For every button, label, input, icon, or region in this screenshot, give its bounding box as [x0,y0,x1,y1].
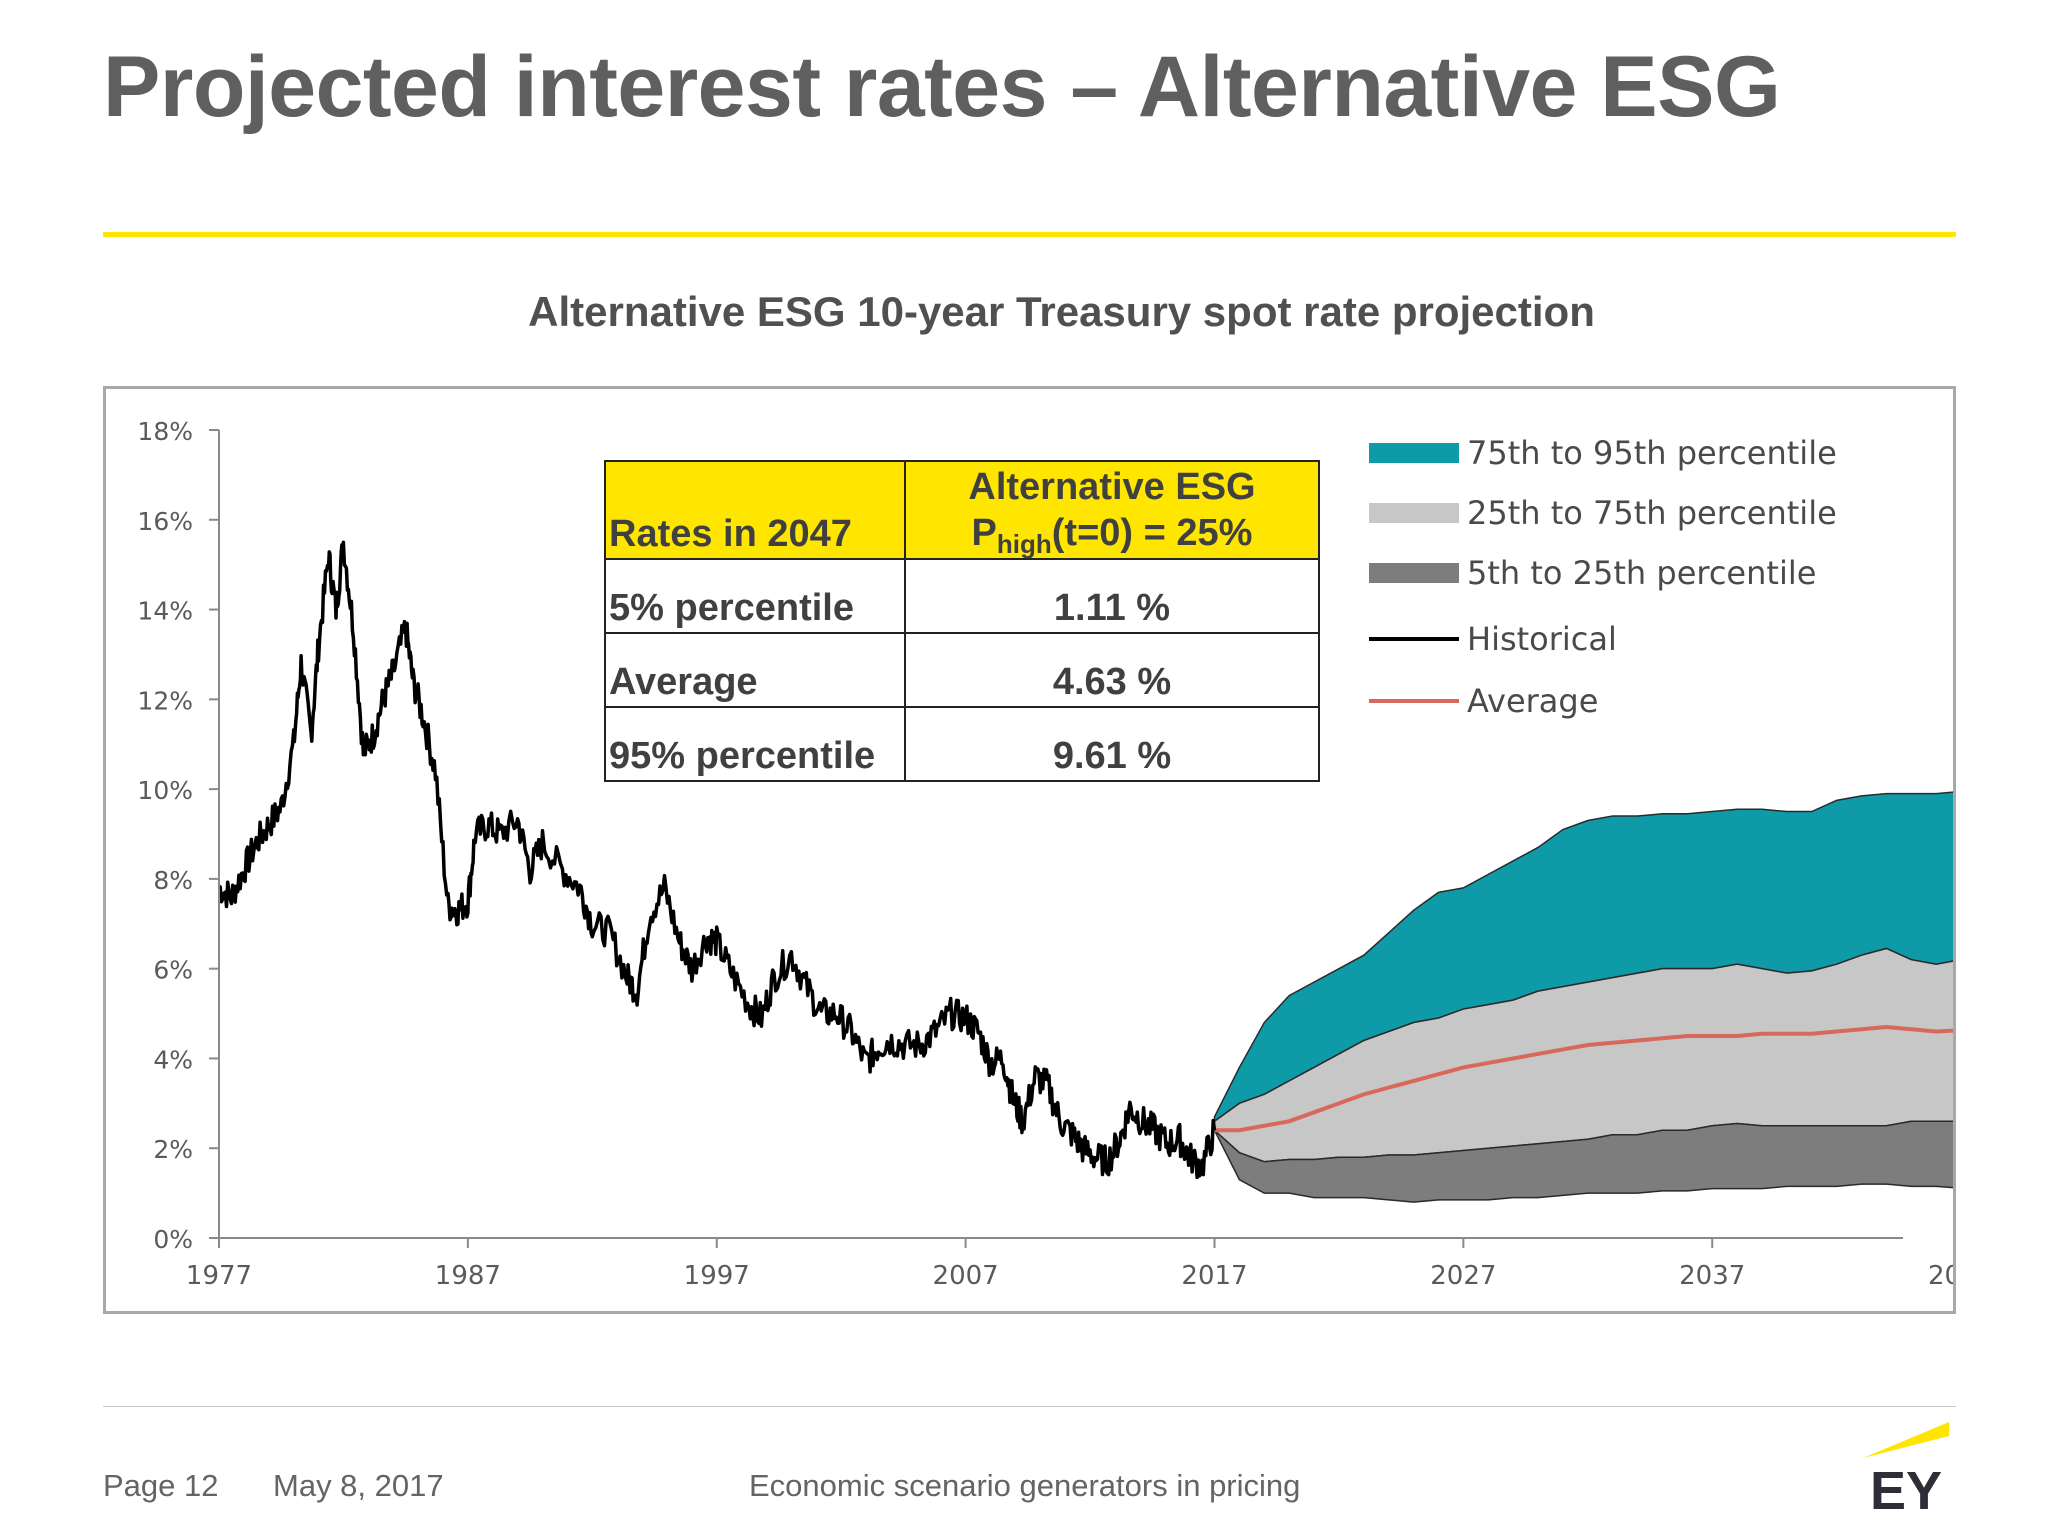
legend-label: 25th to 75th percentile [1467,494,1837,532]
table-row-value: 4.63 % [904,632,1320,708]
rates-2047-table: Rates in 2047 Alternative ESG Phigh(t=0)… [604,460,1320,782]
historical-line [217,540,1217,1180]
legend-swatch [1369,443,1459,463]
table-header-row: Rates in 2047 Alternative ESG Phigh(t=0)… [604,460,1320,560]
chart-frame: 0% 2% 4% 6% 8% 10% 12% 14% 16% 18% 1977 1987 1997 200… [103,386,1956,1314]
footer-date: May 8, 2017 [273,1468,444,1503]
legend-item-5-25: 5th to 25th percentile [1369,553,1889,593]
table-row: Average 4.63 % [604,632,1320,708]
x-tick-label: 1997 [684,1261,750,1291]
x-tick-label: 1987 [435,1261,501,1291]
table-header-subscript: high [996,529,1052,559]
footer-divider [103,1406,1956,1407]
y-tick-label: 6% [153,956,193,985]
y-tick-label: 18% [137,417,193,446]
legend-label: Historical [1467,620,1617,658]
x-tick-label: 2007 [933,1261,999,1291]
y-tick-label: 14% [137,597,193,626]
legend-item-average: Average [1369,681,1889,721]
legend-label: 75th to 95th percentile [1467,434,1837,472]
y-tick-label: 0% [153,1225,193,1254]
table-header-line1: Alternative ESG [968,466,1256,508]
x-tick-label: 2047 [1928,1261,1953,1291]
footer-subject: Economic scenario generators in pricing [749,1468,1301,1503]
table-header-p: P [971,512,997,554]
legend-swatch [1369,503,1459,523]
y-tick-label: 4% [153,1045,193,1074]
legend-label: Average [1467,682,1599,720]
x-tick-label: 2027 [1430,1261,1496,1291]
average-line [1214,1025,1953,1133]
y-tick-label: 8% [153,866,193,895]
y-tick-label: 2% [153,1135,193,1164]
table-header-condition: (t=0) = 25% [1051,512,1253,554]
table-row: 95% percentile 9.61 % [604,706,1320,782]
ey-logo-beam [1863,1422,1949,1458]
title-divider [103,232,1956,237]
legend-line [1369,637,1459,641]
table-row-label: 95% percentile [604,706,906,782]
projection-chart: 0% 2% 4% 6% 8% 10% 12% 14% 16% 18% 1977 1987 1997 200… [137,417,1953,1291]
table-row-label: Average [604,632,906,708]
legend-item-75-95: 75th to 95th percentile [1369,433,1889,473]
y-tick-label: 12% [137,686,193,715]
ey-logo-text: EY [1870,1461,1942,1512]
band-5th-to-25th [1213,1120,1953,1203]
legend-item-25-75: 25th to 75th percentile [1369,493,1889,533]
legend-label: 5th to 25th percentile [1467,554,1817,592]
x-tick-label: 1977 [186,1261,252,1291]
x-tick-label: 2017 [1181,1261,1247,1291]
chart-title: Alternative ESG 10-year Treasury spot ra… [528,288,1595,335]
legend-item-historical: Historical [1369,619,1889,659]
table-row-label: 5% percentile [604,558,906,634]
legend-line [1369,699,1459,703]
table-row: 5% percentile 1.11 % [604,558,1320,634]
table-header-label: Rates in 2047 [604,460,906,560]
ey-logo: EY [1863,1422,1949,1512]
table-row-value: 1.11 % [904,558,1320,634]
slide-title: Projected interest rates – Alternative E… [103,39,1781,135]
y-tick-label: 16% [137,507,193,536]
y-tick-label: 10% [137,776,193,805]
x-tick-label: 2037 [1679,1261,1745,1291]
table-row-value: 9.61 % [904,706,1320,782]
page-number: Page 12 [103,1468,219,1503]
table-header-scenario: Alternative ESG Phigh(t=0) = 25% [904,460,1320,560]
legend-swatch [1369,563,1459,583]
